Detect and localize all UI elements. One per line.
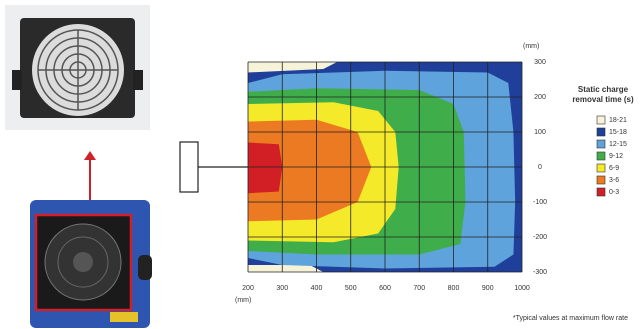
legend-label: 3-6: [609, 177, 619, 184]
y-tick-label: 200: [534, 94, 546, 101]
legend-label: 9-12: [609, 153, 623, 160]
legend-swatch: [596, 163, 606, 173]
arrow-head: [84, 151, 96, 160]
y-tick-label: -200: [533, 234, 547, 241]
nozzle-marker: [179, 141, 199, 193]
legend-title-line: Static charge: [578, 85, 629, 94]
x-tick-label: 700: [413, 285, 425, 292]
legend-label: 15-18: [609, 129, 627, 136]
x-tick-label: 900: [482, 285, 494, 292]
y-tick-label: -300: [533, 269, 547, 276]
legend-label: 12-15: [609, 141, 627, 148]
device-photo: [30, 200, 152, 328]
legend-swatch: [596, 175, 606, 185]
legend-swatch: [596, 151, 606, 161]
footnote: *Typical values at maximum flow rate: [513, 315, 628, 322]
x-tick-label: 400: [311, 285, 323, 292]
x-axis-label: (mm): [235, 297, 251, 304]
legend-swatch: [596, 139, 606, 149]
x-tick-label: 500: [345, 285, 357, 292]
x-tick-label: 300: [276, 285, 288, 292]
legend-swatch: [596, 187, 606, 197]
x-tick-label: 1000: [514, 285, 530, 292]
x-tick-label: 600: [379, 285, 391, 292]
legend-title: Static charge removal time (s): [572, 85, 634, 104]
y-tick-label: -100: [533, 199, 547, 206]
x-tick-label: 200: [242, 285, 254, 292]
y-tick-label: 300: [534, 59, 546, 66]
contour-region: [248, 142, 283, 194]
legend-swatch: [596, 115, 606, 125]
legend-label: 6-9: [609, 165, 619, 172]
legend-label: 0-3: [609, 189, 619, 196]
fan-photo: [5, 5, 150, 130]
y-axis-label: (mm): [523, 43, 539, 50]
y-tick-label: 100: [534, 129, 546, 136]
legend-label: 18-21: [609, 117, 627, 124]
y-tick-label: 0: [538, 164, 542, 171]
x-tick-label: 800: [448, 285, 460, 292]
legend-swatch: [596, 127, 606, 137]
legend-title-line: removal time (s): [572, 95, 634, 104]
